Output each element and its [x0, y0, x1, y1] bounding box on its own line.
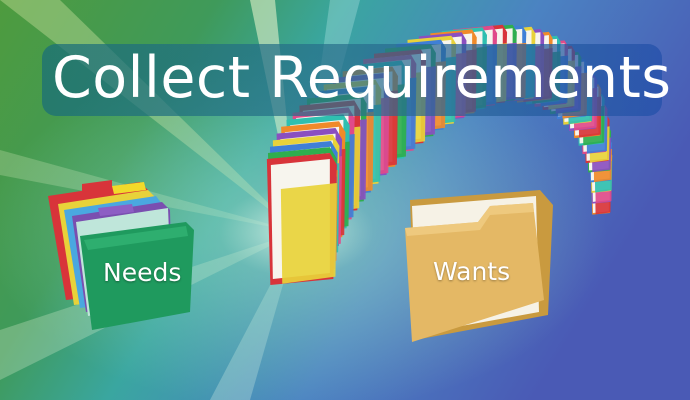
arc-folder: [266, 152, 337, 285]
title-banner: [42, 44, 662, 116]
needs-folder-stack: [48, 180, 194, 330]
wants-folder: [405, 190, 553, 342]
wants-label: Wants: [433, 257, 511, 286]
slide-title: Collect Requirements: [52, 45, 672, 111]
needs-label: Needs: [103, 258, 182, 287]
